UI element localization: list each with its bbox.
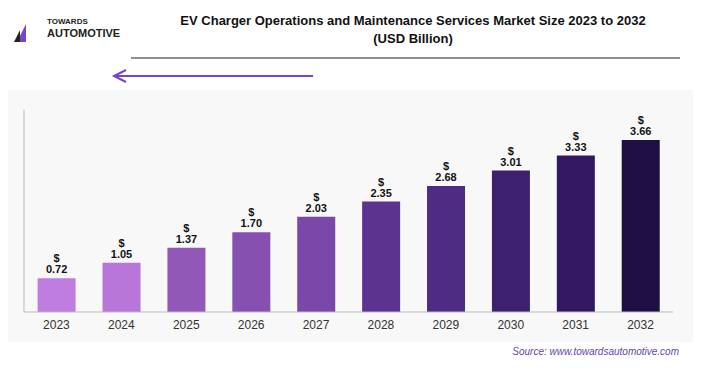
svg-text:2028: 2028 [368,318,395,332]
svg-text:$2.68: $2.68 [435,160,456,183]
svg-text:2024: 2024 [108,318,135,332]
svg-text:2029: 2029 [432,318,459,332]
svg-text:2023: 2023 [43,318,70,332]
svg-text:2026: 2026 [238,318,265,332]
html-text:(USD Billion): (USD Billion) [373,31,453,46]
svg-text:$2.35: $2.35 [370,176,391,199]
svg-text:2030: 2030 [497,318,524,332]
svg-text:$2.03: $2.03 [306,191,327,214]
html-text:EV Charger Operations and Main: EV Charger Operations and Maintenance Se… [180,13,646,28]
html-text:Source: www.towardsautomotive.: Source: www.towardsautomotive.com [512,346,679,357]
html-text:AUTOMOTIVE: AUTOMOTIVE [47,26,121,39]
svg-text:$1.05: $1.05 [111,237,132,260]
svg-text:$3.33: $3.33 [565,130,586,153]
svg-text:2025: 2025 [173,318,200,332]
svg-text:2032: 2032 [627,318,654,332]
html-text:TOWARDS: TOWARDS [47,17,88,26]
svg-text:$0.72: $0.72 [46,252,67,275]
svg-text:$3.01: $3.01 [500,145,521,168]
svg-text:$3.66: $3.66 [630,114,651,137]
svg-text:2031: 2031 [562,318,589,332]
svg-text:2027: 2027 [303,318,330,332]
svg-text:$1.37: $1.37 [176,222,197,245]
svg-text:$1.70: $1.70 [241,206,262,229]
